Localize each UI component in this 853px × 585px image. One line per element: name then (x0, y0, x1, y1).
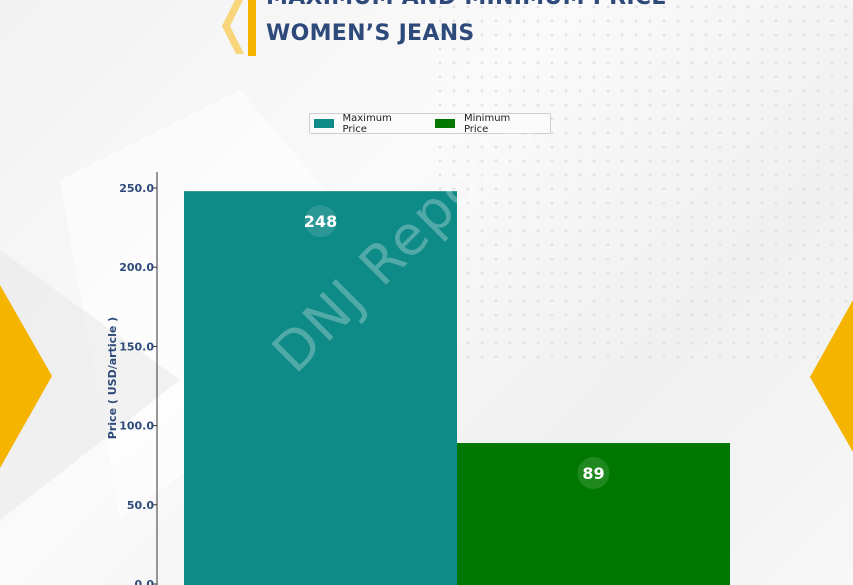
y-tick-label: 0.0 (135, 578, 155, 585)
title-accent-bar (248, 0, 256, 56)
legend-swatch-max (314, 119, 334, 128)
page-title: MAXIMUM AND MINIMUM PRICE - WOMEN’S JEAN… (266, 0, 684, 46)
data-label: 89 (582, 464, 604, 483)
y-tick-label: 250.0 (119, 182, 154, 195)
y-tick-label: 50.0 (127, 499, 154, 512)
y-tick-label: 150.0 (119, 340, 154, 353)
y-tick-label: 100.0 (119, 420, 154, 433)
chart-legend: Maximum Price Minimum Price (309, 113, 551, 135)
bar-maximum-price (184, 191, 457, 585)
legend-label-max: Maximum Price (342, 112, 392, 135)
bar-minimum-price (457, 443, 730, 585)
y-tick-label: 200.0 (119, 261, 154, 274)
data-label: 248 (304, 212, 337, 231)
legend-item-max: Maximum Price (314, 113, 417, 135)
y-axis-label: Price ( USD/article ) (106, 317, 119, 439)
data-label-badge (577, 457, 610, 490)
legend-swatch-min (435, 119, 455, 128)
title-chevron-icon (222, 0, 244, 54)
data-label-badge (304, 205, 337, 238)
legend-item-min: Minimum Price (435, 113, 536, 135)
legend-label-min: Minimum Price (463, 112, 511, 135)
background-dot-pattern (433, 0, 853, 360)
